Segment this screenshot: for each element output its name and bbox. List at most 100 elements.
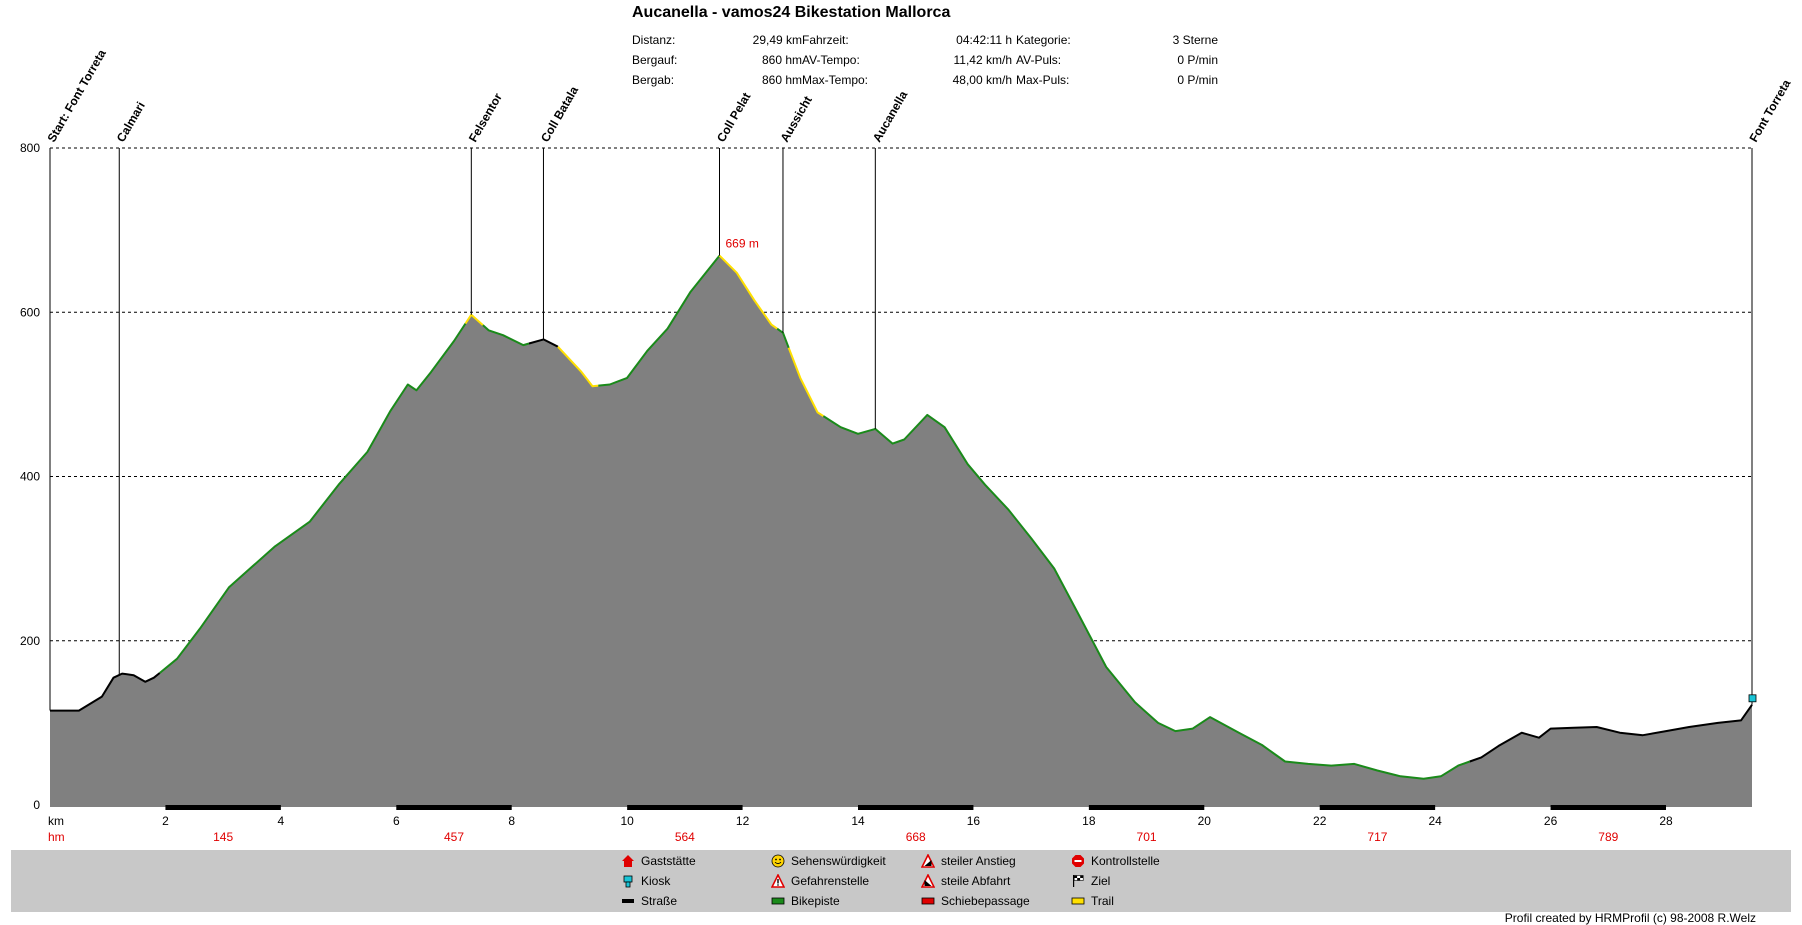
stat-label: Distanz:: [632, 33, 676, 47]
surface-segment: [557, 346, 599, 388]
stat-value: 0 P/min: [1177, 53, 1218, 67]
waypoint-label: Calmari: [114, 99, 148, 144]
stat-value: 860 hm: [761, 73, 802, 87]
elevation-profile-chart: Start: Font Torreta Calmari Felsentor Coll …: [20, 47, 1794, 844]
x-tick-label: 18: [1082, 814, 1096, 828]
climb-tick-label: 668: [906, 830, 926, 844]
stat-label: Bergauf:: [632, 53, 678, 67]
km-scale-segment: [396, 805, 512, 810]
stat-label: Max-Tempo:: [802, 73, 869, 87]
waypoint-label: Felsentor: [466, 90, 505, 144]
climb-tick-label: 789: [1598, 830, 1618, 844]
credit-text: Profil created by HRMProfil (c) 98-2008 …: [1504, 911, 1756, 925]
stat-label: AV-Puls:: [1016, 53, 1062, 67]
x-tick-label: 6: [393, 814, 400, 828]
kiosk-marker: [1748, 694, 1757, 703]
stat-value: 11,42 km/h: [953, 53, 1012, 67]
legend-label: Schiebepassage: [941, 894, 1030, 908]
waypoint-label: Font Torreta: [1746, 77, 1793, 145]
stat-value: 3 Sterne: [1172, 33, 1218, 47]
stat-label: Bergab:: [632, 73, 675, 87]
legend-label: Gefahrenstelle: [791, 874, 870, 888]
x-tick-label: 2: [162, 814, 169, 828]
profile-area: [50, 255, 1752, 806]
x-tick-label: 4: [278, 814, 285, 828]
surface-segment: [718, 254, 778, 330]
chart-title: Aucanella - vamos24 Bikestation Mallorca: [632, 4, 951, 21]
km-scale-segment: [1319, 805, 1436, 810]
x-tick-label: 22: [1313, 814, 1327, 828]
km-scale-segment: [627, 805, 743, 810]
surface-segment: [598, 254, 721, 387]
legend-label: Kontrollstelle: [1091, 854, 1160, 868]
legend-label: Straße: [641, 894, 678, 908]
climb-tick-label: 701: [1137, 830, 1157, 844]
km-scale-segment: [1550, 805, 1667, 810]
y-tick-label: 600: [20, 305, 40, 319]
y-tick-label: 400: [20, 470, 40, 484]
x-tick-label: 10: [620, 814, 634, 828]
trail-icon: [1071, 897, 1085, 905]
x-tick-label: 24: [1428, 814, 1442, 828]
smiley-icon: [771, 854, 785, 868]
waypoint-label: Start: Font Torreta: [44, 47, 109, 145]
stat-value: 0 P/min: [1177, 73, 1218, 87]
climb-tick-label: 564: [675, 830, 695, 844]
climb-tick-label: 717: [1367, 830, 1387, 844]
waypoint-label: Aucanella: [870, 88, 911, 144]
stop-icon: [1072, 855, 1084, 867]
stat-label: Max-Puls:: [1016, 73, 1070, 87]
legend-label: Bikepiste: [791, 894, 840, 908]
surface-segment: [528, 338, 559, 348]
km-scale-segment: [858, 805, 974, 810]
legend-label: Ziel: [1091, 874, 1111, 888]
steep-climb-icon: [921, 854, 935, 868]
x-tick-label: 20: [1198, 814, 1212, 828]
surface-segment: [482, 324, 530, 347]
stat-value: 29,49 km: [752, 33, 802, 47]
x-tick-label: 14: [851, 814, 865, 828]
legend-label: Trail: [1091, 894, 1114, 908]
bikepiste-icon: [771, 897, 785, 905]
y-tick-label: 800: [20, 141, 40, 155]
legend-label: Kiosk: [641, 874, 671, 888]
house-icon: [622, 855, 634, 867]
finish-flag-icon: [1073, 875, 1084, 887]
climb-tick-label: 457: [444, 830, 464, 844]
km-scale-segment: [1088, 805, 1205, 810]
stat-value: 860 hm: [761, 53, 802, 67]
legend-label: Sehenswürdigkeit: [791, 854, 886, 868]
surface-segment: [776, 327, 790, 349]
legend-label: steile Abfahrt: [941, 874, 1011, 888]
steep-descent-icon: [921, 874, 935, 888]
waypoint-label: Coll Batala: [538, 84, 581, 145]
climb-unit-label: hm: [48, 830, 65, 844]
stat-label: Fahrzeit:: [802, 33, 849, 47]
legend-label: steiler Anstieg: [941, 854, 1016, 868]
x-tick-label: 28: [1659, 814, 1673, 828]
stat-value: 04:42:11 h: [956, 33, 1012, 47]
x-unit-label: km: [48, 814, 64, 828]
surface-segment: [822, 413, 1471, 780]
kiosk-icon: [623, 875, 633, 888]
climb-tick-label: 145: [213, 830, 233, 844]
stat-value: 48,00 km/h: [952, 73, 1012, 87]
stat-label: Kategorie:: [1016, 33, 1071, 47]
surface-segment: [159, 322, 467, 674]
legend-panel: Gaststätte Kiosk Straße Sehenswürdigkeit…: [11, 850, 1791, 912]
y-tick-label: 0: [33, 798, 40, 812]
surface-segment: [1469, 704, 1753, 763]
road-icon: [622, 899, 634, 903]
push-section-icon: [921, 897, 935, 905]
legend-label: Gaststätte: [641, 854, 696, 868]
waypoint-label: Aussicht: [777, 94, 814, 145]
max-elevation-label: 669 m: [725, 237, 758, 251]
x-tick-label: 12: [736, 814, 750, 828]
surface-segment: [50, 672, 161, 712]
x-tick-label: 16: [967, 814, 981, 828]
warning-icon: [771, 874, 785, 888]
km-scale-segment: [165, 805, 281, 810]
x-tick-label: 26: [1544, 814, 1558, 828]
profile-surface-lines: [50, 254, 1753, 780]
